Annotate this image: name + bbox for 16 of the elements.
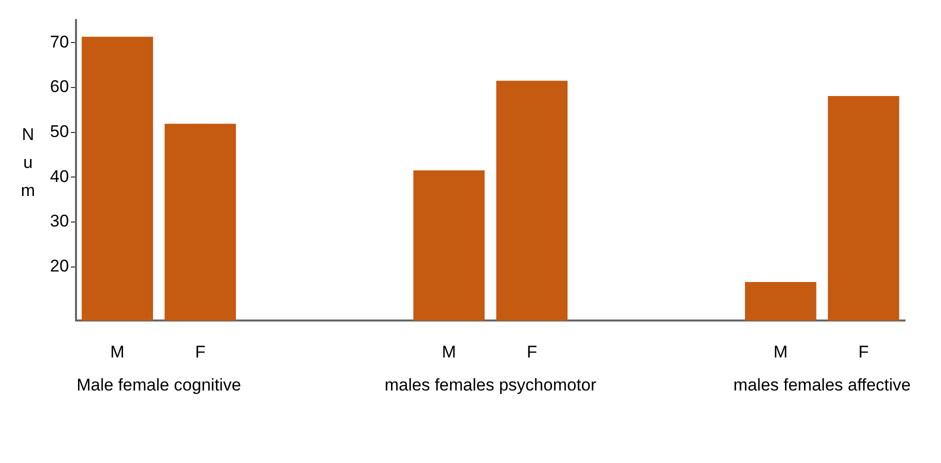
y-tick-label: 70: [50, 32, 69, 52]
x-tick-label: F: [526, 342, 538, 362]
text: males females psychomotor: [384, 375, 597, 394]
y-axis-title: Num: [20, 125, 36, 200]
x-tick-label: M: [110, 342, 124, 362]
x-tick-label: M: [442, 342, 456, 362]
text: males females affective: [733, 375, 911, 394]
x-tick-label: F: [858, 342, 869, 362]
y-tick-label: 20: [50, 256, 69, 276]
y-tick-label: 30: [50, 212, 69, 231]
x-tick-label: F: [195, 342, 206, 362]
text: Male female cognitive: [76, 375, 242, 394]
x-tick-label: M: [774, 342, 788, 362]
y-tick-label: 40: [50, 166, 69, 186]
y-tick-label: 60: [50, 77, 69, 96]
y-tick-label: 50: [50, 122, 69, 141]
